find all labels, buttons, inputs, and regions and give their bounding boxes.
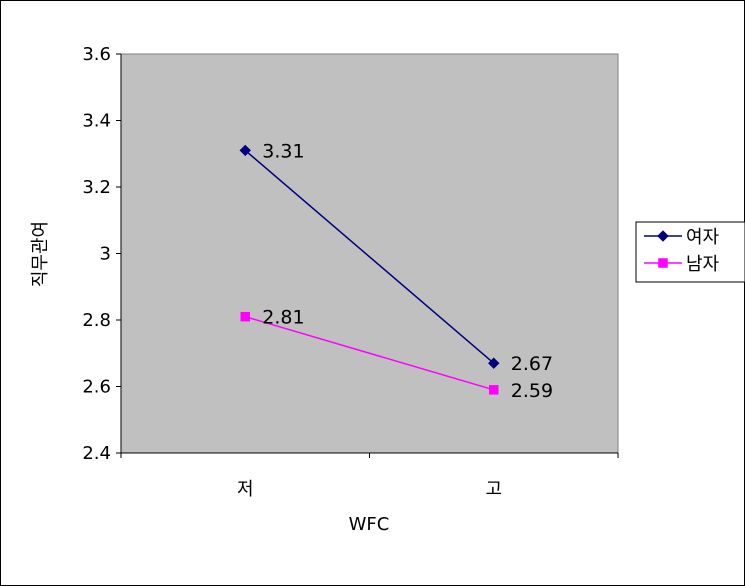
plot-area bbox=[120, 53, 619, 454]
data-point-marker bbox=[489, 385, 499, 395]
legend-marker bbox=[657, 230, 669, 242]
series-line-1 bbox=[244, 149, 495, 364]
data-point-marker bbox=[488, 357, 500, 369]
y-tick-label: 2.4 bbox=[82, 443, 111, 464]
y-axis: 2.4 2.6 2.8 3 3.2 3.4 3.6 bbox=[82, 44, 122, 464]
series-layer bbox=[239, 144, 500, 395]
y-tick-label: 3.4 bbox=[82, 111, 111, 132]
y-tick-label: 2.6 bbox=[82, 377, 111, 398]
y-tick-label: 3.6 bbox=[82, 44, 111, 65]
legend-label: 여자 bbox=[686, 227, 720, 248]
legend-label: 남자 bbox=[686, 254, 720, 275]
y-tick-label: 3 bbox=[100, 244, 111, 265]
data-label: 2.67 bbox=[511, 353, 553, 375]
series-line-2 bbox=[245, 315, 494, 391]
data-point-marker bbox=[240, 311, 250, 322]
x-tick-label: 저 bbox=[237, 479, 254, 500]
y-axis-title: 직무관여 bbox=[30, 221, 51, 287]
y-tick-label: 2.8 bbox=[82, 310, 111, 331]
data-point-marker bbox=[239, 144, 251, 157]
data-label: 2.59 bbox=[511, 380, 553, 402]
legend-marker bbox=[658, 258, 668, 268]
data-label: 2.81 bbox=[262, 307, 304, 329]
labels-layer: 3.31 2.67 2.81 2.59 bbox=[262, 140, 553, 401]
y-tick-label: 3.2 bbox=[82, 177, 111, 198]
data-label: 3.31 bbox=[262, 140, 304, 162]
x-axis-title: WFC bbox=[349, 514, 390, 535]
legend-box bbox=[635, 221, 745, 283]
x-tick-label: 고 bbox=[485, 479, 502, 500]
